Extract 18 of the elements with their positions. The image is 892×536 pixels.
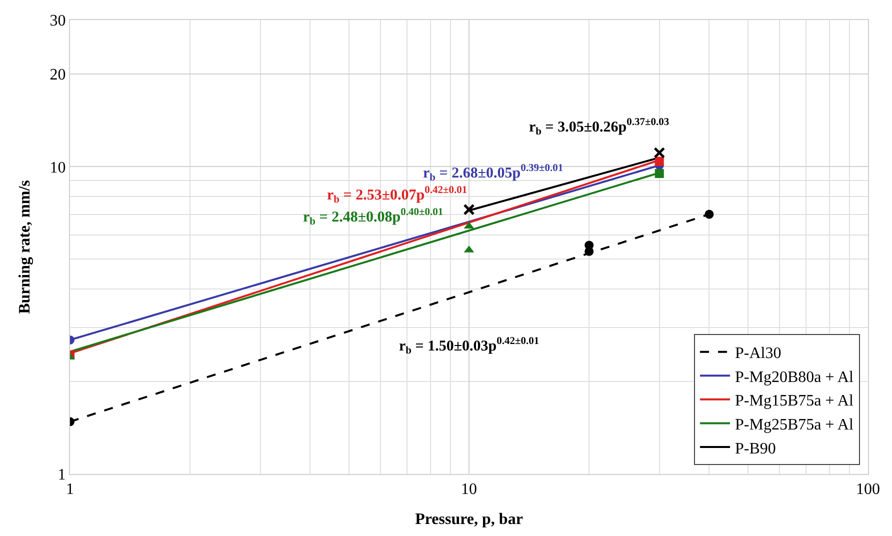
y-tick-label: 20: [50, 66, 66, 84]
y-tick-label: 30: [50, 12, 66, 30]
y-axis-title: Burning rate, mm/s: [16, 180, 34, 314]
annotation: r$_{b}$ = 2.48±0.08p$^{0.40±0.01}$: [303, 207, 444, 228]
legend-label: P-Mg25B75a + Al: [735, 416, 854, 434]
y-tick-label: 1: [58, 466, 66, 484]
annotation: r$_{b}$ = 2.68±0.05p$^{0.39±0.01}$: [423, 163, 564, 184]
annotation: r$_{b}$ = 2.53±0.07p$^{0.42±0.01}$: [327, 185, 468, 206]
x-axis-title: Pressure, p, bar: [415, 510, 523, 528]
annotation: r$_{b}$ = 1.50±0.03p$^{0.42±0.01}$: [399, 336, 540, 356]
legend-label: P-Al30: [735, 345, 782, 362]
legend-label: P-B90: [735, 440, 776, 458]
legend-label: P-Mg20B80a + Al: [735, 368, 854, 386]
legend-label: P-Mg15B75a + Al: [735, 392, 854, 410]
x-tick-label: 10: [461, 481, 477, 498]
annotation: r$_{b}$ = 3.05±0.26p$^{0.37±0.03}$: [529, 117, 670, 138]
x-tick-label: 100: [856, 481, 880, 498]
y-tick-label: 10: [50, 159, 66, 176]
